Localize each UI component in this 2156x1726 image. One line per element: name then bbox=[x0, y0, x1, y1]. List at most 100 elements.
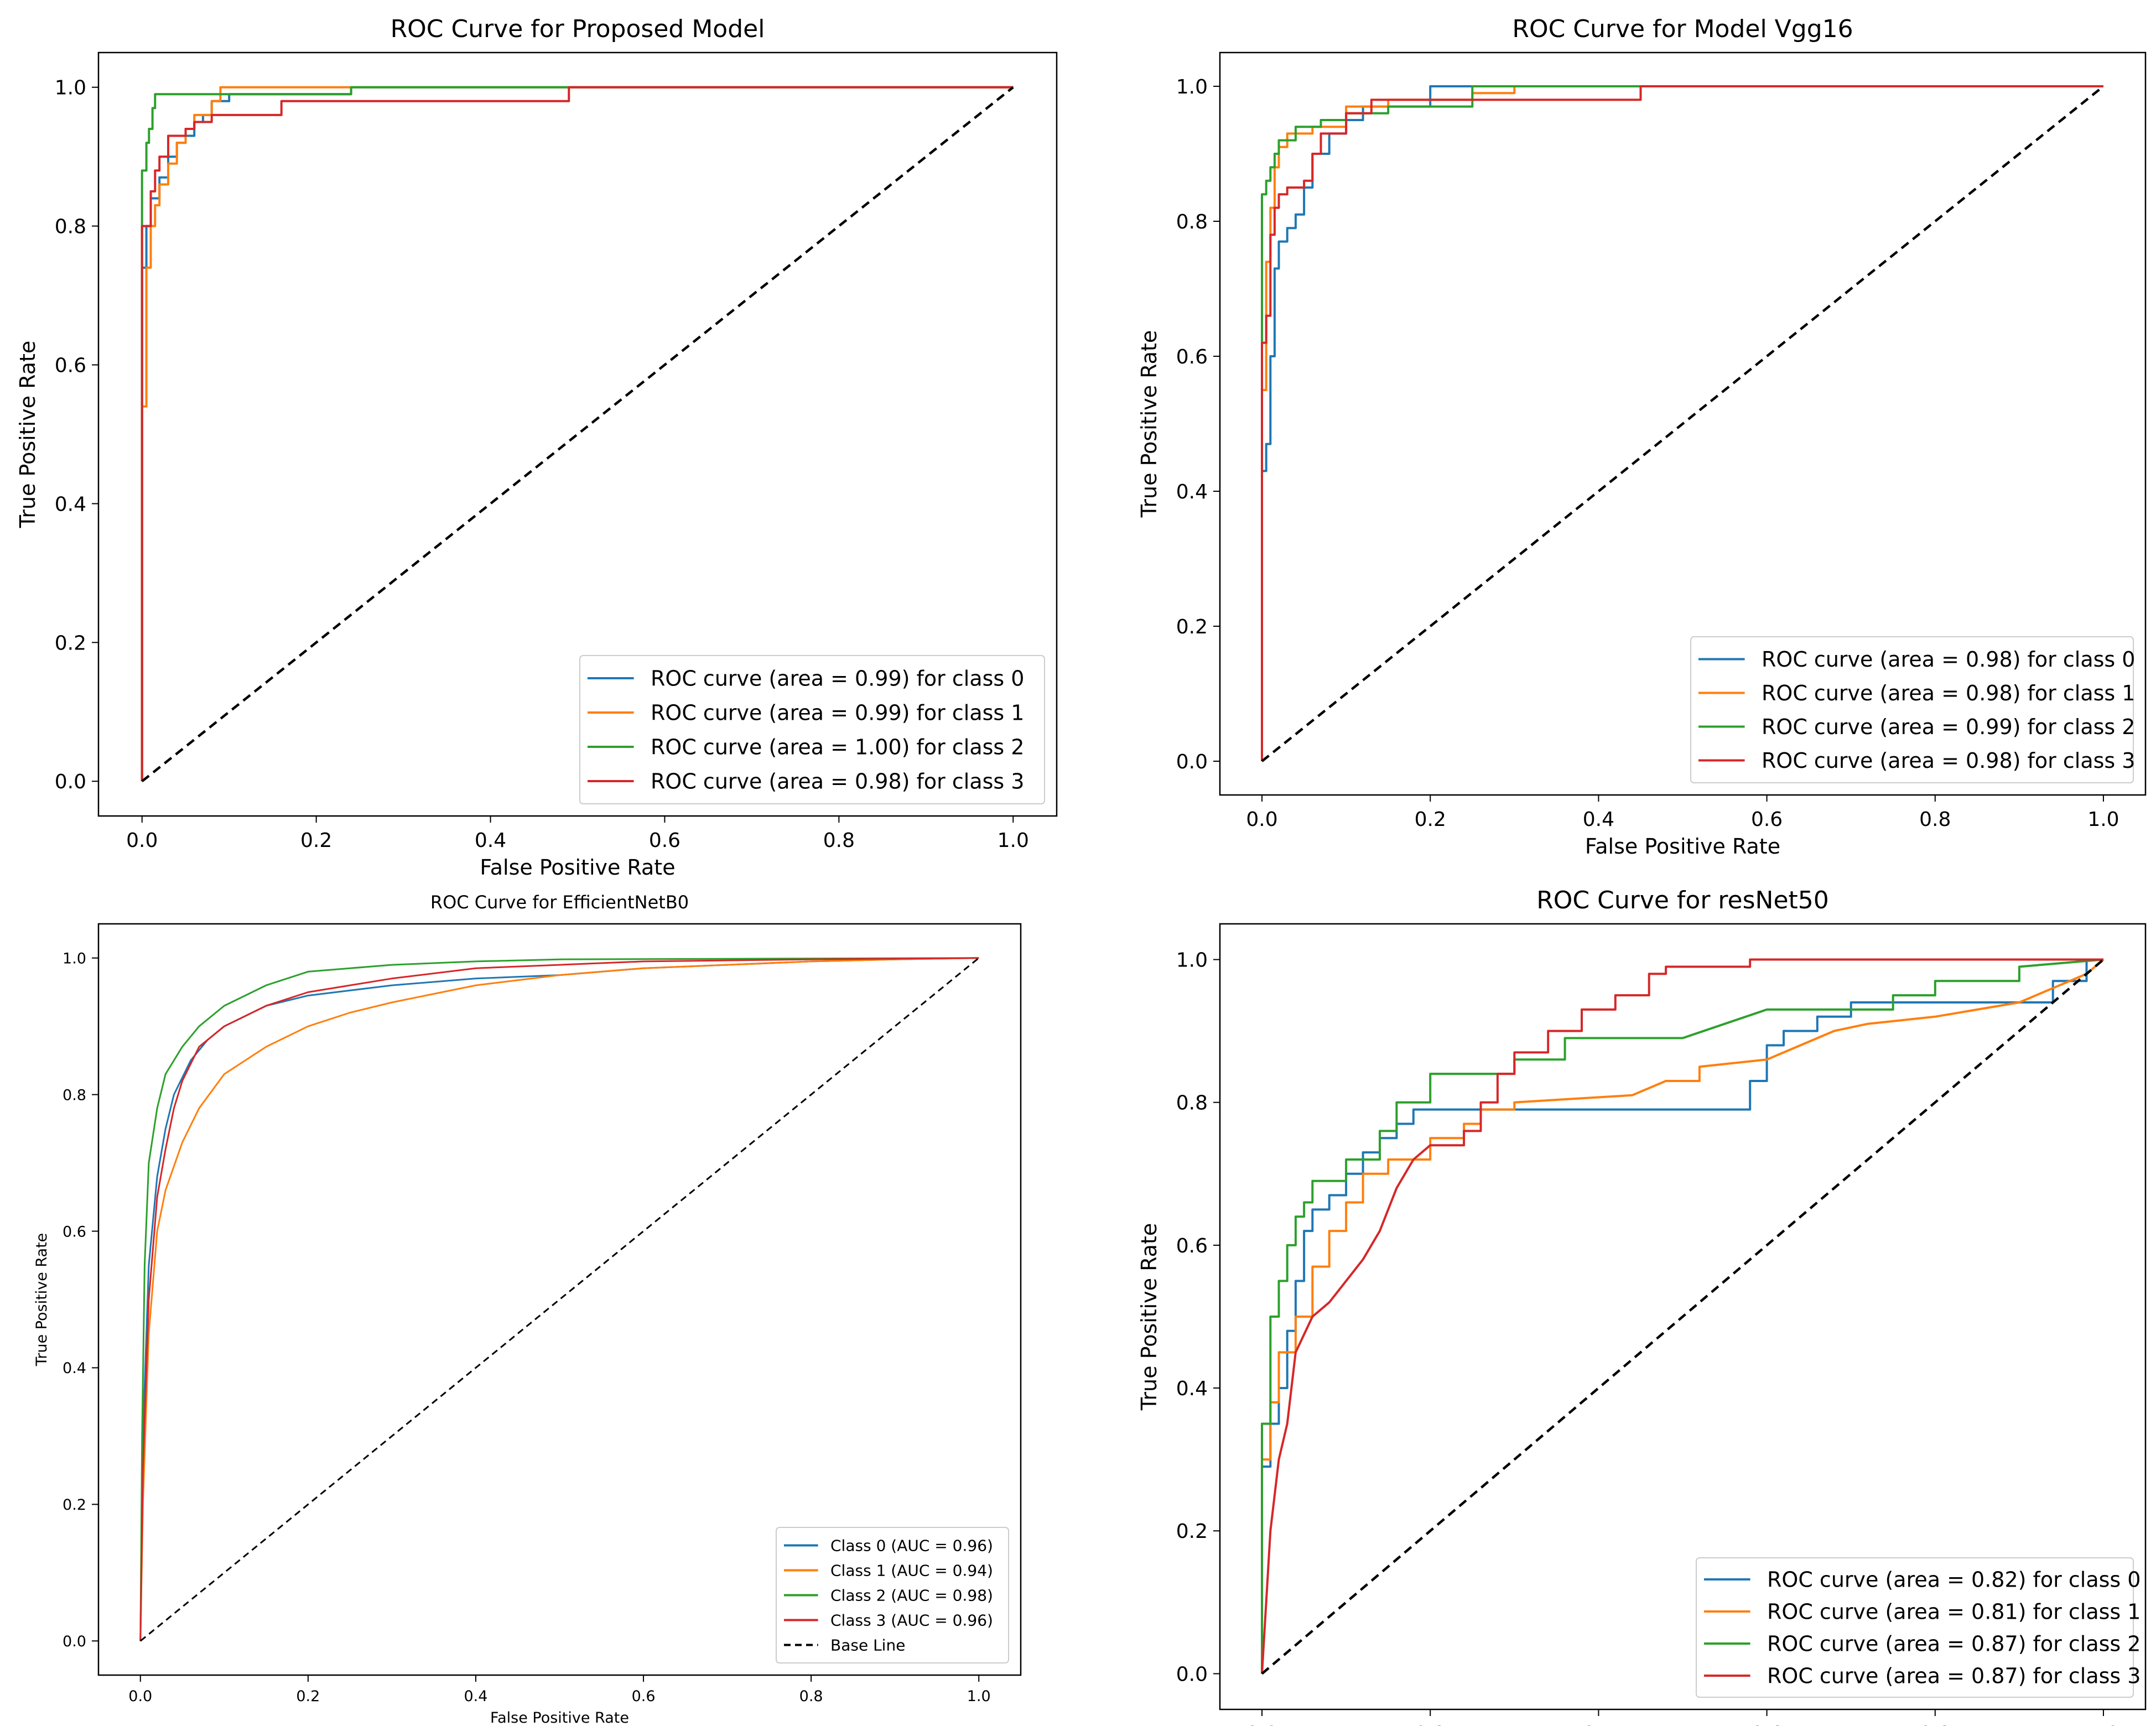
y-axis-label: True Positive Rate bbox=[1137, 1223, 1161, 1411]
baseline-diagonal bbox=[139, 957, 980, 1642]
legend: ROC curve (area = 0.99) for class 0 ROC c… bbox=[579, 655, 1045, 804]
legend-entry: ROC curve (area = 0.98) for class 1 bbox=[1762, 681, 2135, 705]
x-axis-label: False Positive Rate bbox=[1585, 834, 1780, 859]
x-tick-label: 1.0 bbox=[998, 829, 1029, 852]
axes-frame bbox=[97, 51, 1058, 817]
y-tick-label: 0.4 bbox=[55, 493, 86, 516]
y-tick-label: 0.0 bbox=[63, 1633, 86, 1650]
legend: ROC curve (area = 0.98) for class 0 ROC c… bbox=[1690, 636, 2135, 783]
chart-efficientnetb0: ROC Curve for EfficientNetB0 0.0 0.2 0.4 0.6… bbox=[33, 892, 1022, 1726]
y-tick-label: 0.8 bbox=[1176, 1092, 1208, 1115]
plot-area bbox=[1261, 85, 2105, 762]
plot-area bbox=[1261, 958, 2105, 1675]
roc-curve-class-2 bbox=[1261, 958, 2104, 1674]
x-tick-label: 0.6 bbox=[649, 829, 680, 852]
roc-curve-class-1 bbox=[139, 957, 979, 1641]
legend-entry: ROC curve (area = 1.00) for class 2 bbox=[651, 735, 1024, 760]
chart-title: ROC Curve for EfficientNetB0 bbox=[430, 892, 689, 913]
x-tick-label: 0.2 bbox=[296, 1688, 320, 1705]
y-tick-label: 0.6 bbox=[1176, 346, 1208, 368]
y-tick-label: 0.0 bbox=[1176, 751, 1208, 773]
baseline-diagonal bbox=[1261, 958, 2105, 1675]
chart-title: ROC Curve for resNet50 bbox=[1536, 886, 1829, 914]
x-tick-label: 0.2 bbox=[300, 829, 332, 852]
x-tick-label: 0.2 bbox=[1415, 1723, 1446, 1726]
roc-curve-class-3 bbox=[141, 86, 1014, 782]
y-tick-label: 0.0 bbox=[55, 771, 86, 793]
roc-curve-class-1 bbox=[141, 86, 1014, 782]
x-tick-label: 0.6 bbox=[632, 1688, 656, 1705]
y-tick-label: 1.0 bbox=[55, 77, 86, 100]
roc-curve-class-2 bbox=[1261, 85, 2103, 761]
legend-entry: Class 0 (AUC = 0.96) bbox=[830, 1537, 993, 1555]
legend-box bbox=[1690, 636, 2134, 783]
y-tick-label: 1.0 bbox=[1176, 76, 1208, 98]
chart-proposed: ROC Curve for Proposed Model 0.0 0.2 0.4 0.6… bbox=[15, 15, 1058, 880]
y-tick-label: 0.2 bbox=[55, 632, 86, 654]
x-tick-label: 1.0 bbox=[967, 1688, 991, 1705]
plot-area bbox=[139, 957, 980, 1642]
roc-curve-class-0 bbox=[1261, 85, 2103, 761]
roc-curve-class-2 bbox=[139, 957, 979, 1641]
legend-entry: Class 2 (AUC = 0.98) bbox=[830, 1587, 993, 1605]
legend: Class 0 (AUC = 0.96) Class 1 (AUC = 0.94)… bbox=[776, 1527, 1009, 1663]
legend-box bbox=[579, 655, 1045, 804]
chart-vgg16: ROC Curve for Model Vgg16 0.0 0.2 0.4 0.6 0.8… bbox=[1137, 15, 2147, 859]
y-tick-label: 0.6 bbox=[1176, 1235, 1208, 1257]
roc-curve-class-3 bbox=[1261, 85, 2103, 761]
legend-box bbox=[776, 1527, 1009, 1663]
x-tick-label: 0.0 bbox=[128, 1688, 152, 1705]
x-tick-label: 0.8 bbox=[1919, 808, 1951, 831]
y-tick-label: 0.8 bbox=[63, 1086, 86, 1104]
x-tick-label: 0.2 bbox=[1415, 808, 1446, 831]
x-tick-label: 0.4 bbox=[464, 1688, 487, 1705]
x-tick-label: 0.4 bbox=[1583, 1723, 1614, 1726]
y-tick-label: 0.2 bbox=[1176, 1520, 1208, 1543]
axes-frame bbox=[1219, 51, 2147, 796]
x-tick-label: 0.6 bbox=[1751, 808, 1783, 831]
legend-entry: ROC curve (area = 0.99) for class 0 bbox=[651, 667, 1024, 691]
y-tick-label: 0.4 bbox=[1176, 1377, 1208, 1400]
x-tick-label: 0.8 bbox=[823, 829, 855, 852]
y-tick-label: 0.0 bbox=[1176, 1663, 1208, 1686]
legend-entry: Class 3 (AUC = 0.96) bbox=[830, 1611, 993, 1630]
legend-entry: ROC curve (area = 0.87) for class 2 bbox=[1767, 1632, 2141, 1656]
legend-box bbox=[1696, 1557, 2134, 1698]
y-axis-label: True Positive Rate bbox=[15, 341, 40, 529]
axes-frame bbox=[1219, 923, 2147, 1711]
chart-resnet50: ROC Curve for resNet50 0.0 0.2 0.4 0.6 0.8 1.0… bbox=[1137, 886, 2147, 1726]
x-tick-label: 1.0 bbox=[2087, 1723, 2119, 1726]
baseline-diagonal bbox=[1261, 85, 2105, 762]
y-tick-label: 0.6 bbox=[55, 355, 86, 377]
x-axis-label: False Positive Rate bbox=[480, 855, 675, 880]
axes-frame bbox=[97, 923, 1022, 1676]
y-axis-label: True Positive Rate bbox=[1137, 330, 1161, 518]
roc-curve-class-2 bbox=[141, 86, 1014, 782]
y-tick-label: 0.2 bbox=[63, 1496, 86, 1514]
legend-entry: ROC curve (area = 0.82) for class 0 bbox=[1767, 1568, 2141, 1592]
baseline-diagonal bbox=[141, 86, 1014, 783]
y-tick-label: 0.8 bbox=[55, 216, 86, 238]
roc-curve-class-1 bbox=[1261, 958, 2105, 1674]
legend-entry: Base Line bbox=[830, 1636, 905, 1655]
x-tick-label: 1.0 bbox=[2087, 808, 2119, 831]
chart-title: ROC Curve for Model Vgg16 bbox=[1512, 15, 1853, 43]
x-tick-label: 0.6 bbox=[1751, 1723, 1783, 1726]
x-axis-label: False Positive Rate bbox=[490, 1709, 629, 1726]
x-tick-label: 0.8 bbox=[1919, 1723, 1951, 1726]
x-tick-label: 0.0 bbox=[1246, 1723, 1277, 1726]
x-tick-label: 0.4 bbox=[1583, 808, 1614, 831]
roc-curve-class-3 bbox=[139, 957, 979, 1641]
legend: ROC curve (area = 0.82) for class 0 ROC c… bbox=[1696, 1557, 2141, 1698]
legend-entry: ROC curve (area = 0.98) for class 3 bbox=[1762, 748, 2135, 773]
x-tick-label: 0.4 bbox=[475, 829, 506, 852]
legend-entry: ROC curve (area = 0.87) for class 3 bbox=[1767, 1664, 2141, 1688]
legend-entry: Class 1 (AUC = 0.94) bbox=[830, 1562, 993, 1580]
x-tick-label: 0.0 bbox=[1246, 808, 1277, 831]
y-tick-label: 1.0 bbox=[63, 950, 86, 967]
y-axis-label: True Positive Rate bbox=[33, 1233, 50, 1367]
x-tick-label: 0.0 bbox=[126, 829, 158, 852]
y-tick-label: 0.2 bbox=[1176, 616, 1208, 638]
x-tick-label: 0.8 bbox=[799, 1688, 823, 1705]
